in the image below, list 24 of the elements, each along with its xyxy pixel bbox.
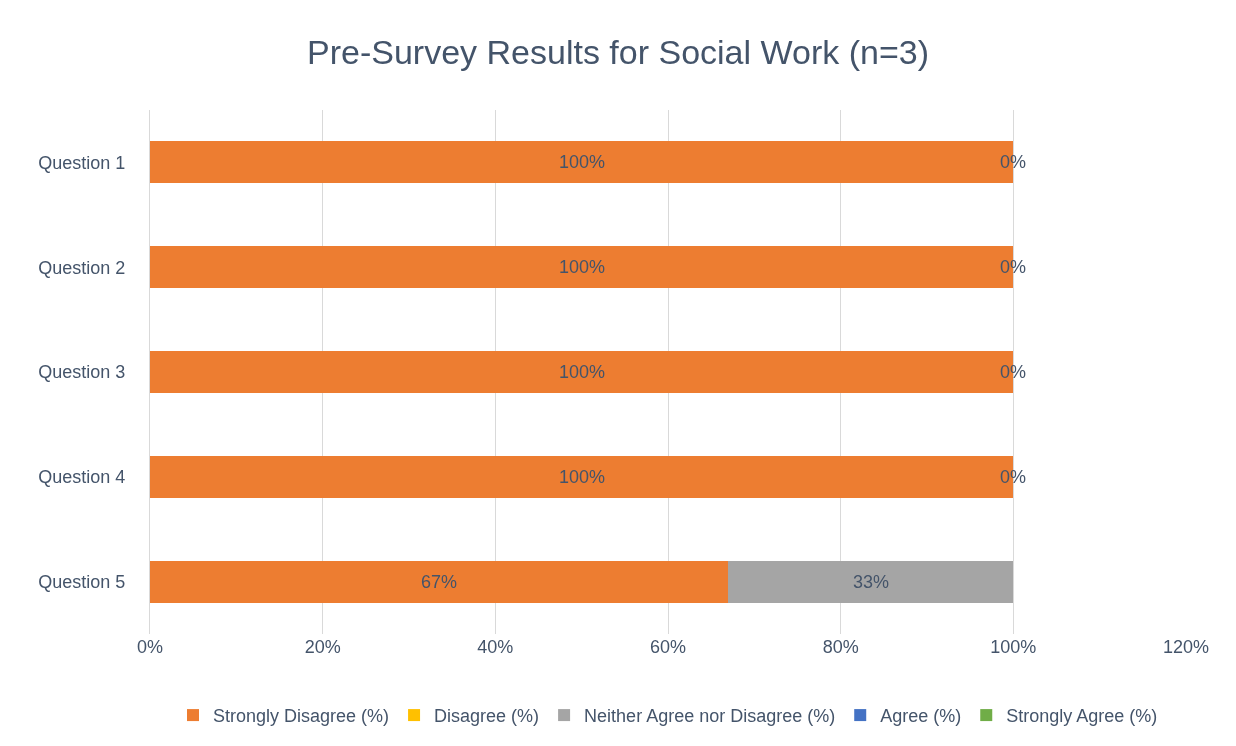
y-tick-label: Question 5 — [38, 571, 126, 592]
legend-label: Strongly Agree (%) — [1006, 706, 1158, 727]
data-label: 100% — [559, 152, 606, 172]
x-tick-label: 20% — [304, 637, 341, 657]
y-tick-label: Question 3 — [38, 362, 126, 383]
x-tick-label: 0% — [136, 637, 164, 657]
chart-title: Pre-Survey Results for Social Work (n=3) — [307, 33, 929, 72]
legend-label: Disagree (%) — [434, 706, 540, 727]
data-label: 100% — [559, 362, 606, 382]
x-tick-label: 100% — [990, 637, 1037, 657]
y-tick-label: Question 2 — [38, 257, 126, 278]
y-tick-label: Question 1 — [38, 152, 126, 173]
data-label: 100% — [559, 467, 606, 487]
x-tick-label: 40% — [477, 637, 514, 657]
data-label: 33% — [853, 572, 890, 592]
x-tick-label: 120% — [1162, 637, 1210, 657]
data-label: 67% — [421, 572, 458, 592]
y-tick-label: Question 4 — [38, 467, 126, 488]
legend-label: Neither Agree nor Disagree (%) — [584, 706, 836, 727]
legend-label: Agree (%) — [880, 706, 962, 727]
x-tick-label: 60% — [649, 637, 687, 657]
legend-label: Strongly Disagree (%) — [213, 706, 390, 727]
x-tick-label: 80% — [822, 637, 859, 657]
data-label: 100% — [559, 257, 606, 277]
